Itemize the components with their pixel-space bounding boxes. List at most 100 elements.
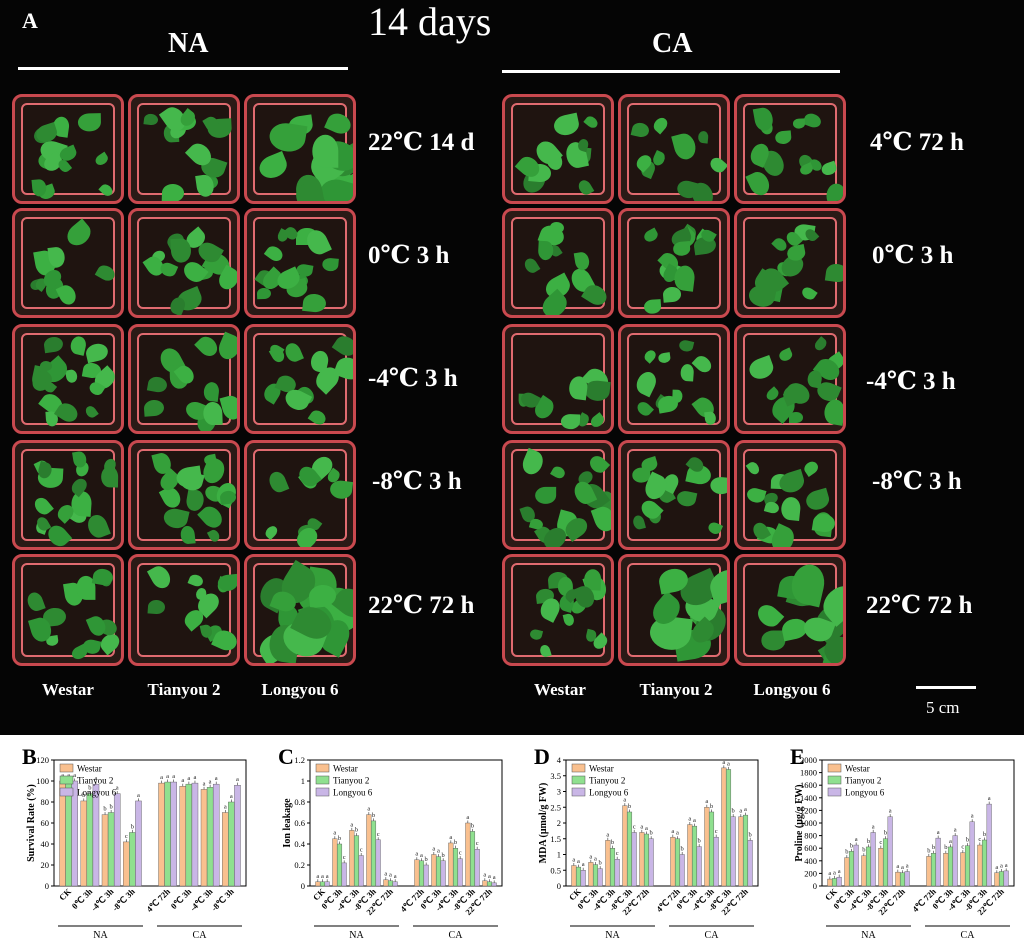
bar [648, 838, 654, 887]
legend-label: Westar [77, 764, 102, 774]
significance-letter: a [230, 793, 233, 800]
bar [622, 805, 628, 887]
bar [848, 851, 855, 887]
group-label-ca: CA [652, 28, 693, 59]
bar [212, 783, 220, 887]
bar [101, 814, 109, 887]
significance-letter: a [333, 830, 336, 837]
bar [643, 833, 650, 887]
bar [86, 793, 94, 887]
significance-letter: a [116, 785, 119, 792]
x-tick-label: -8℃ 3h [110, 886, 137, 913]
significance-letter: b [110, 803, 113, 810]
y-tick-label: 0.6 [294, 818, 305, 828]
significance-letter: a [896, 863, 899, 870]
significance-letter: a [572, 857, 575, 864]
plant-pot [244, 208, 356, 318]
plant-pot [734, 554, 846, 666]
significance-letter: a [437, 848, 440, 855]
significance-letter: a [67, 772, 70, 779]
bar [366, 814, 372, 887]
bar [713, 836, 719, 887]
significance-letter: c [476, 840, 479, 847]
bar [452, 847, 459, 887]
group-label: NA [605, 930, 620, 941]
plant-pot [502, 208, 614, 318]
bar [887, 816, 893, 887]
plant-pot [244, 94, 356, 204]
y-axis-label: Proline (μg/g FW) [794, 784, 805, 861]
significance-letter: a [488, 873, 491, 880]
variety-label: Tianyou 2 [639, 680, 713, 699]
significance-letter: a [838, 868, 841, 875]
bar [448, 842, 454, 887]
survival-rate-chart: B 0 20 40 60 80 100 120 Survival Rate (%) a a a CK b b… [0, 740, 256, 949]
bar [457, 858, 463, 887]
significance-letter: b [442, 852, 445, 859]
significance-letter: a [326, 873, 329, 880]
significance-letter: b [845, 849, 848, 856]
significance-letter: a [1005, 862, 1008, 869]
significance-letter: a [828, 870, 831, 877]
bar [65, 780, 72, 887]
x-tick-label: -4℃ 3h [89, 886, 116, 913]
bar [1003, 870, 1009, 887]
significance-letter: b [611, 839, 614, 846]
legend-label: Longyou 6 [77, 788, 117, 798]
bar [575, 866, 582, 887]
significance-letter: a [995, 864, 998, 871]
significance-letter: a [236, 776, 239, 783]
bar [92, 783, 100, 887]
significance-letter: a [954, 827, 957, 834]
significance-letter: b [749, 831, 752, 838]
variety-label: Longyou 6 [753, 680, 831, 699]
significance-letter: a [493, 874, 496, 881]
seedling-leaf [643, 299, 662, 315]
x-tick-label: 4℃ 72h [144, 886, 172, 914]
y-tick-label: 1800 [800, 768, 817, 778]
significance-letter: a [203, 780, 206, 787]
x-tick-label: -8℃ 3h [209, 886, 236, 913]
significance-letter: b [710, 803, 713, 810]
bar [341, 862, 347, 887]
seedling-leaf [534, 486, 556, 504]
panel-a-label: A [22, 8, 38, 33]
group-underline-na [18, 67, 348, 70]
bar [440, 860, 446, 887]
bar [614, 859, 620, 887]
bar [994, 872, 1000, 887]
ca-row-label: -8℃ 3 h [872, 468, 962, 495]
y-tick-label: 1400 [800, 793, 817, 803]
significance-letter: a [181, 777, 184, 784]
significance-letter: b [372, 812, 375, 819]
bar [315, 881, 321, 887]
significance-letter: a [166, 773, 169, 780]
bar [482, 880, 488, 887]
bar [831, 878, 838, 887]
plant-pot [12, 554, 124, 666]
legend-label: Westar [589, 764, 614, 774]
bar [721, 767, 727, 887]
legend-label: Westar [845, 764, 870, 774]
significance-letter: b [82, 792, 85, 799]
bar [164, 781, 171, 887]
significance-letter: b [355, 827, 358, 834]
y-tick-label: 80 [41, 797, 50, 807]
bar [639, 832, 645, 887]
seedling-leaf [77, 112, 101, 132]
group-label: CA [705, 930, 720, 941]
plant-pot [128, 440, 240, 550]
plant-pot [12, 440, 124, 550]
bar [158, 782, 165, 887]
plant-pot [244, 324, 356, 434]
bar [977, 844, 983, 887]
bar [387, 880, 394, 887]
significance-letter: b [425, 856, 428, 863]
plant-pot [12, 94, 124, 204]
significance-letter: b [338, 835, 341, 842]
bar [370, 820, 377, 887]
ca-row-label: 0℃ 3 h [872, 242, 954, 269]
significance-letter: a [705, 798, 708, 805]
y-tick-label: 1000 [800, 818, 817, 828]
